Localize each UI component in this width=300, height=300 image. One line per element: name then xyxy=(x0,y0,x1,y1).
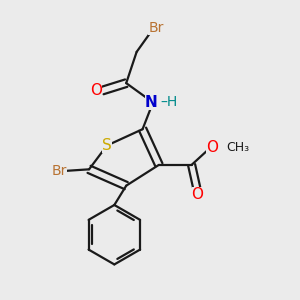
Text: O: O xyxy=(192,187,204,202)
Text: N: N xyxy=(145,95,158,110)
Text: O: O xyxy=(206,140,218,154)
Text: O: O xyxy=(91,83,103,98)
Text: –H: –H xyxy=(161,95,178,110)
Text: Br: Br xyxy=(52,164,67,178)
Text: Br: Br xyxy=(148,21,164,35)
Text: S: S xyxy=(102,138,112,153)
Text: CH₃: CH₃ xyxy=(226,140,249,154)
